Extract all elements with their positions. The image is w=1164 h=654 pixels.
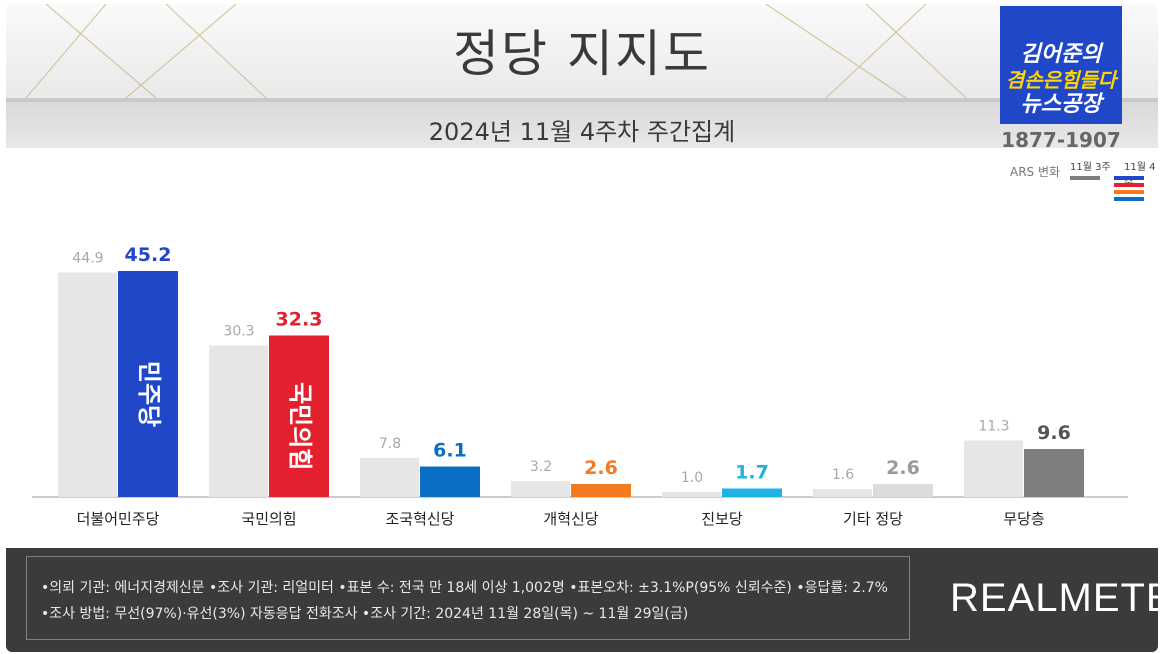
bar-prev-week xyxy=(209,345,268,497)
data-label-prev-week: 7.8 xyxy=(379,436,401,452)
category-label: 진보당 xyxy=(701,510,743,528)
bar-party-label: 민주당 xyxy=(135,361,163,427)
logo-phone: 1877-1907 xyxy=(1001,128,1121,152)
bar-prev-week xyxy=(813,489,872,497)
subtitle-bar xyxy=(6,98,1158,148)
bar-prev-week xyxy=(360,458,419,497)
category-label: 더불어민주당 xyxy=(77,510,160,528)
chart-subtitle: 2024년 11월 4주차 주간집계 xyxy=(428,118,736,146)
legend-week4-label: 11월 4주 xyxy=(1124,162,1156,188)
logo-line-2: 겸손은힘들다 xyxy=(1005,68,1117,92)
realmeter-logo: REALMETER xyxy=(950,576,1164,620)
header-decoration xyxy=(25,4,967,99)
header-banner: 정당 지지도 2024년 11월 4주차 주간집계 xyxy=(6,4,1158,148)
legend-swatch-week4-c xyxy=(1114,190,1144,194)
data-label-current-week: 45.2 xyxy=(125,244,172,266)
bar-current-week xyxy=(873,484,933,497)
footer-panel: •의뢰 기관: 에너지경제신문 •조사 기관: 리얼미터 •표본 수: 전국 만… xyxy=(6,548,1164,652)
legend-week3-label: 11월 3주 xyxy=(1070,162,1111,173)
data-label-current-week: 2.6 xyxy=(584,457,618,479)
data-label-current-week: 2.6 xyxy=(886,457,920,479)
data-label-current-week: 9.6 xyxy=(1037,422,1071,444)
bar-current-week xyxy=(269,335,329,497)
data-label-prev-week: 44.9 xyxy=(72,251,103,267)
logo-ars: ARS 변화 xyxy=(1010,165,1061,179)
survey-info-box: •의뢰 기관: 에너지경제신문 •조사 기관: 리얼미터 •표본 수: 전국 만… xyxy=(26,556,910,640)
survey-info-line-2: •조사 방법: 무선(97%)·유선(3%) 자동응답 전화조사 •조사 기간:… xyxy=(41,606,689,622)
data-label-prev-week: 11.3 xyxy=(978,419,1009,435)
legend-swatch-week4-a xyxy=(1114,176,1144,180)
survey-info-line-1: •의뢰 기관: 에너지경제신문 •조사 기관: 리얼미터 •표본 수: 전국 만… xyxy=(41,580,888,596)
data-label-prev-week: 1.6 xyxy=(832,467,854,483)
category-label: 기타 정당 xyxy=(843,510,903,528)
bar-current-week xyxy=(571,484,631,497)
data-label-prev-week: 3.2 xyxy=(530,459,552,475)
bar-current-week xyxy=(420,466,480,497)
data-label-prev-week: 1.0 xyxy=(681,470,703,486)
bar-current-week xyxy=(722,488,782,497)
logo-line-1: 김어준의 xyxy=(1020,42,1102,67)
category-label: 국민의힘 xyxy=(241,510,296,528)
bar-prev-week xyxy=(662,492,721,497)
data-label-prev-week: 30.3 xyxy=(223,324,254,340)
legend-swatch-week4-b xyxy=(1114,183,1144,187)
bar-prev-week xyxy=(511,481,570,497)
data-label-current-week: 6.1 xyxy=(433,440,467,462)
bar-party-label: 국민의힘 xyxy=(286,382,314,470)
logo-line-3: 뉴스공장 xyxy=(1020,92,1102,117)
bar-current-week xyxy=(118,271,178,497)
bar-current-week xyxy=(1024,449,1084,497)
bar-prev-week xyxy=(58,272,117,497)
legend-swatch-week3 xyxy=(1070,176,1100,180)
category-label: 개혁신당 xyxy=(543,510,598,528)
category-label: 조국혁신당 xyxy=(385,510,454,528)
bar-prev-week xyxy=(964,440,1023,497)
chart-title: 정당 지지도 xyxy=(453,25,711,83)
legend-swatch-week4-d xyxy=(1114,197,1144,201)
category-label: 무당층 xyxy=(1003,510,1044,528)
data-label-current-week: 1.7 xyxy=(735,462,769,484)
data-label-current-week: 32.3 xyxy=(276,309,323,331)
news-factory-logo: 김어준의 겸손은힘들다 뉴스공장 xyxy=(1000,6,1122,124)
